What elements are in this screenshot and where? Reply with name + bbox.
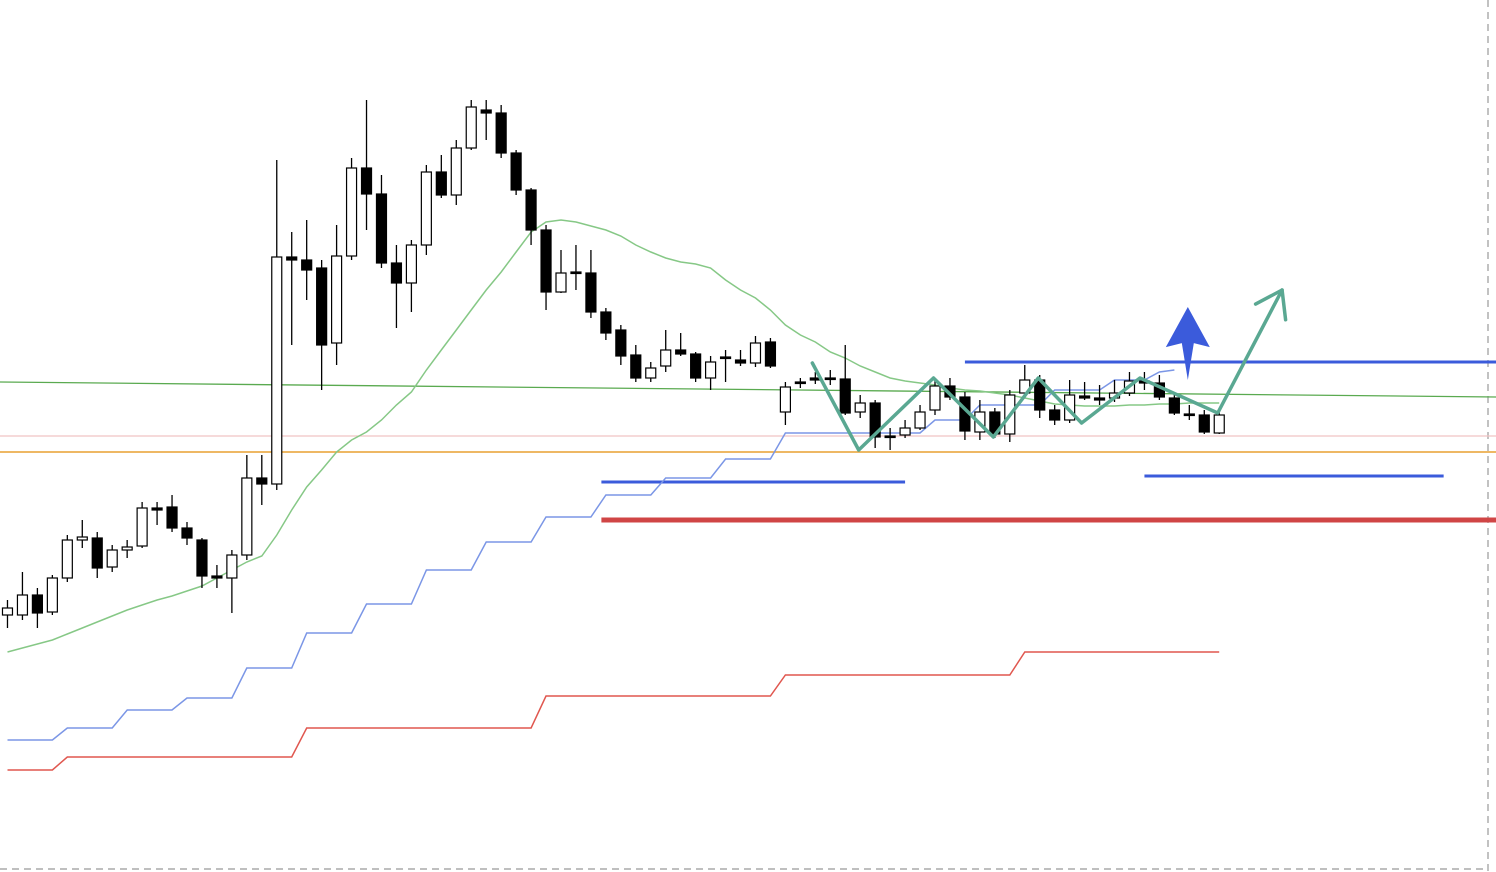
- candle-body: [600, 311, 612, 334]
- candle-body: [615, 329, 627, 357]
- candle-body: [1, 607, 14, 616]
- projection-path: [810, 288, 1284, 452]
- candle-body: [345, 167, 358, 257]
- candle-body: [719, 356, 732, 360]
- candle-body: [839, 378, 851, 414]
- candle-body: [211, 575, 223, 579]
- candle-body: [91, 537, 103, 569]
- candle-body: [660, 349, 672, 367]
- candle-body: [884, 435, 896, 439]
- candle-body: [121, 546, 133, 551]
- candle-body: [316, 267, 328, 346]
- candle-body: [331, 255, 343, 344]
- candle-body: [914, 411, 926, 429]
- candle-body: [61, 539, 73, 579]
- candle-body: [16, 594, 29, 616]
- candle-body: [570, 271, 582, 275]
- candle-body: [630, 354, 642, 379]
- candle-body: [31, 594, 44, 614]
- candle-body: [824, 377, 836, 381]
- candle-body: [360, 167, 373, 195]
- candle-body: [854, 402, 866, 413]
- candle-body: [645, 367, 657, 379]
- candle-body: [1213, 414, 1225, 434]
- candle-body: [749, 342, 762, 364]
- candle-body: [241, 477, 253, 556]
- candle-body: [555, 272, 567, 293]
- indicator-line: [7, 219, 1220, 653]
- candle-body: [46, 577, 58, 613]
- candle-body: [899, 427, 911, 436]
- candle-body: [1198, 414, 1210, 433]
- candle-body: [405, 244, 417, 284]
- candle-body: [1168, 397, 1180, 414]
- candle-body: [1183, 413, 1195, 417]
- candle-body: [151, 507, 163, 511]
- candle-body: [435, 171, 447, 196]
- candle-body: [271, 256, 283, 485]
- candle-body: [375, 193, 388, 264]
- candle-body: [525, 189, 537, 231]
- candle-body: [450, 147, 462, 196]
- arrow-head: [1253, 288, 1288, 322]
- candle-body: [1093, 397, 1106, 401]
- candle-body: [495, 112, 507, 154]
- candle-body: [106, 549, 118, 568]
- candle-body: [690, 353, 702, 379]
- candle-body: [181, 527, 193, 539]
- candle-body: [794, 381, 806, 385]
- candle-body: [540, 229, 552, 293]
- candle-body: [420, 171, 432, 246]
- level-line: [0, 381, 1496, 398]
- candle-body: [480, 109, 492, 114]
- up-arrow: [1165, 307, 1210, 380]
- candle-body: [286, 256, 298, 261]
- candle-body: [869, 402, 881, 438]
- candle-body: [1078, 395, 1091, 399]
- candle-body: [301, 259, 313, 271]
- candle-body: [779, 386, 792, 413]
- candle-body: [704, 361, 717, 379]
- candle-body: [734, 359, 747, 364]
- candle-body: [764, 341, 777, 367]
- candle-body: [510, 152, 522, 191]
- candle-body: [390, 262, 403, 284]
- candle-body: [226, 554, 238, 579]
- candle-body: [1049, 409, 1061, 421]
- candle-body: [166, 506, 178, 529]
- candle-body: [256, 477, 268, 485]
- candle-body: [136, 507, 148, 547]
- candle-body: [675, 349, 687, 355]
- candle-body: [76, 536, 88, 541]
- candle-body: [196, 539, 208, 577]
- candle-body: [465, 106, 477, 149]
- candle-body: [929, 385, 941, 411]
- candle-body: [585, 272, 597, 313]
- indicator-line: [7, 651, 1220, 771]
